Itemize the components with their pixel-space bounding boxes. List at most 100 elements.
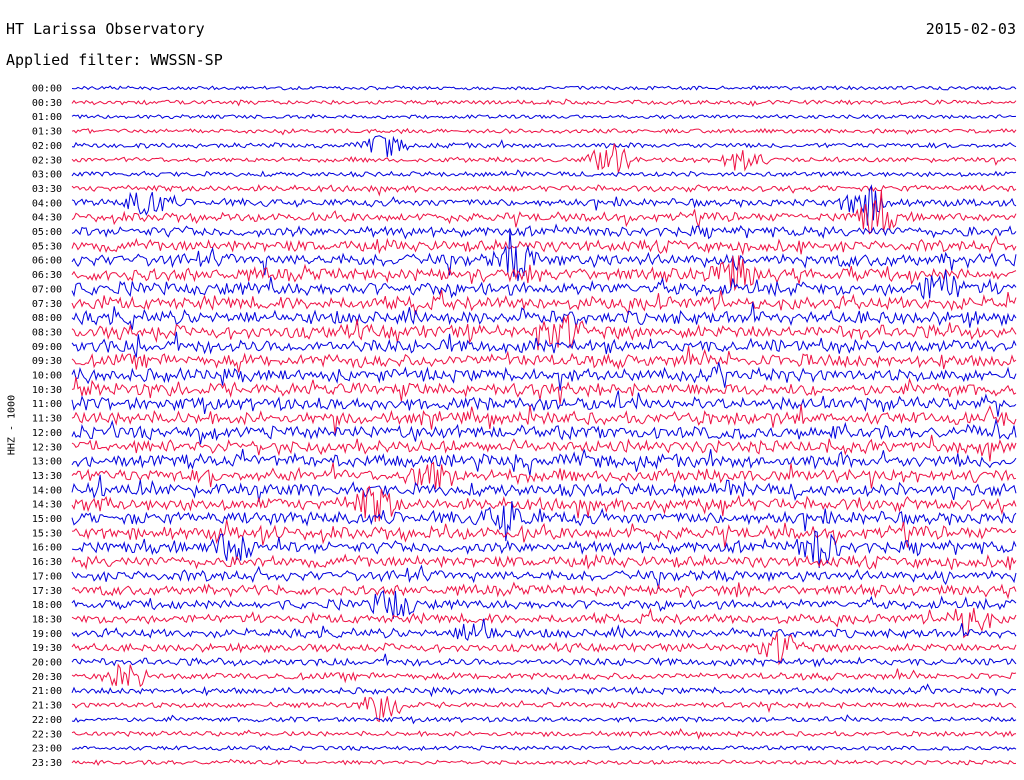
row-time-label: 08:00 <box>32 313 62 324</box>
seismic-trace-1200 <box>71 418 1017 445</box>
seismic-trace-0930 <box>71 346 1017 373</box>
seismic-trace-1900 <box>71 618 1017 642</box>
seismic-trace-0500 <box>71 223 1017 240</box>
row-time-label: 20:30 <box>32 672 62 683</box>
row-time-label: 13:30 <box>32 471 62 482</box>
seismic-trace-2330 <box>71 758 1017 767</box>
row-time-label: 10:30 <box>32 385 62 396</box>
observatory-title: HT Larissa Observatory <box>6 20 205 38</box>
row-time-label: 17:30 <box>32 586 62 597</box>
row-time-label: 18:00 <box>32 600 62 611</box>
row-time-label: 17:00 <box>32 571 62 582</box>
row-time-label: 04:30 <box>32 213 62 224</box>
seismic-trace-1000 <box>71 362 1017 391</box>
seismic-trace-0200 <box>71 135 1017 157</box>
seismic-trace-2030 <box>71 663 1017 688</box>
seismic-trace-1500 <box>71 501 1017 542</box>
row-time-label: 06:00 <box>32 256 62 267</box>
row-time-label: 01:00 <box>32 112 62 123</box>
row-time-label: 00:30 <box>32 98 62 109</box>
row-time-label: 18:30 <box>32 614 62 625</box>
seismic-trace-1530 <box>71 519 1017 548</box>
row-time-label: 15:00 <box>32 514 62 525</box>
seismic-trace-2300 <box>71 745 1017 752</box>
seismic-trace-0300 <box>71 169 1017 178</box>
applied-filter-label: Applied filter: WWSSN-SP <box>6 51 223 69</box>
seismic-trace-0700 <box>71 269 1017 300</box>
seismic-trace-1300 <box>71 448 1017 476</box>
seismic-trace-0100 <box>71 113 1017 120</box>
seismic-trace-1600 <box>71 530 1017 569</box>
seismic-trace-1030 <box>71 376 1017 405</box>
seismic-trace-0230 <box>71 143 1017 173</box>
seismic-trace-0730 <box>71 289 1017 316</box>
seismic-trace-1630 <box>71 553 1017 571</box>
seismic-trace-0600 <box>71 230 1017 282</box>
seismic-trace-0430 <box>71 190 1017 235</box>
row-time-label: 22:00 <box>32 715 62 726</box>
seismic-trace-0400 <box>71 184 1017 226</box>
row-time-label: 15:30 <box>32 528 62 539</box>
seismic-trace-1230 <box>71 434 1017 462</box>
row-time-label: 05:30 <box>32 241 62 252</box>
row-time-label: 21:00 <box>32 686 62 697</box>
row-time-label: 07:00 <box>32 284 62 295</box>
row-time-label: 04:00 <box>32 198 62 209</box>
seismic-trace-0030 <box>71 98 1017 108</box>
row-time-label: 14:00 <box>32 485 62 496</box>
seismic-trace-0630 <box>71 255 1017 292</box>
row-time-label: 16:30 <box>32 557 62 568</box>
seismic-trace-2100 <box>71 683 1017 698</box>
seismic-trace-0130 <box>71 127 1017 136</box>
seismic-trace-1330 <box>71 461 1017 490</box>
seismic-trace-0000 <box>71 85 1017 91</box>
seismic-trace-2130 <box>71 696 1017 723</box>
row-time-label: 13:00 <box>32 457 62 468</box>
seismic-trace-1100 <box>71 390 1017 417</box>
seismic-trace-1800 <box>71 590 1017 619</box>
seismic-trace-2230 <box>71 727 1017 740</box>
seismic-trace-0330 <box>71 183 1017 197</box>
seismic-trace-1700 <box>71 564 1017 589</box>
seismic-trace-0800 <box>71 302 1017 330</box>
seismic-trace-0830 <box>71 314 1017 351</box>
seismic-trace-1430 <box>71 485 1017 522</box>
row-time-label: 03:00 <box>32 170 62 181</box>
seismic-trace-1130 <box>71 404 1017 434</box>
row-time-label: 22:30 <box>32 729 62 740</box>
row-time-label: 02:00 <box>32 141 62 152</box>
row-time-label: 16:00 <box>32 543 62 554</box>
row-time-label: 21:30 <box>32 701 62 712</box>
row-time-label: 00:00 <box>32 84 62 95</box>
seismic-trace-2000 <box>71 653 1017 668</box>
row-time-label: 23:30 <box>32 758 62 769</box>
row-time-label: 09:00 <box>32 342 62 353</box>
seismic-trace-1730 <box>71 581 1017 600</box>
row-time-label: 10:00 <box>32 371 62 382</box>
row-time-label: 11:00 <box>32 399 62 410</box>
row-time-label: 12:30 <box>32 442 62 453</box>
row-time-label: 08:30 <box>32 327 62 338</box>
recording-date: 2015-02-03 <box>925 20 1016 38</box>
seismic-trace-0530 <box>71 235 1017 256</box>
seismic-trace-0900 <box>71 331 1017 358</box>
row-time-label: 14:30 <box>32 500 62 511</box>
row-time-label: 06:30 <box>32 270 62 281</box>
row-time-label: 19:30 <box>32 643 62 654</box>
row-time-label: 03:30 <box>32 184 62 195</box>
row-time-label: 19:00 <box>32 629 62 640</box>
row-time-label: 11:30 <box>32 414 62 425</box>
row-time-label: 07:30 <box>32 299 62 310</box>
row-time-label: 20:00 <box>32 658 62 669</box>
row-time-label: 05:00 <box>32 227 62 238</box>
row-time-label: 09:30 <box>32 356 62 367</box>
row-time-label: 12:00 <box>32 428 62 439</box>
seismic-trace-1830 <box>71 607 1017 639</box>
seismic-trace-2200 <box>71 714 1017 725</box>
row-time-label: 02:30 <box>32 155 62 166</box>
seismic-trace-1400 <box>71 474 1017 502</box>
row-time-label: 23:00 <box>32 744 62 755</box>
seismic-trace-1930 <box>71 631 1017 666</box>
row-time-label: 01:30 <box>32 127 62 138</box>
